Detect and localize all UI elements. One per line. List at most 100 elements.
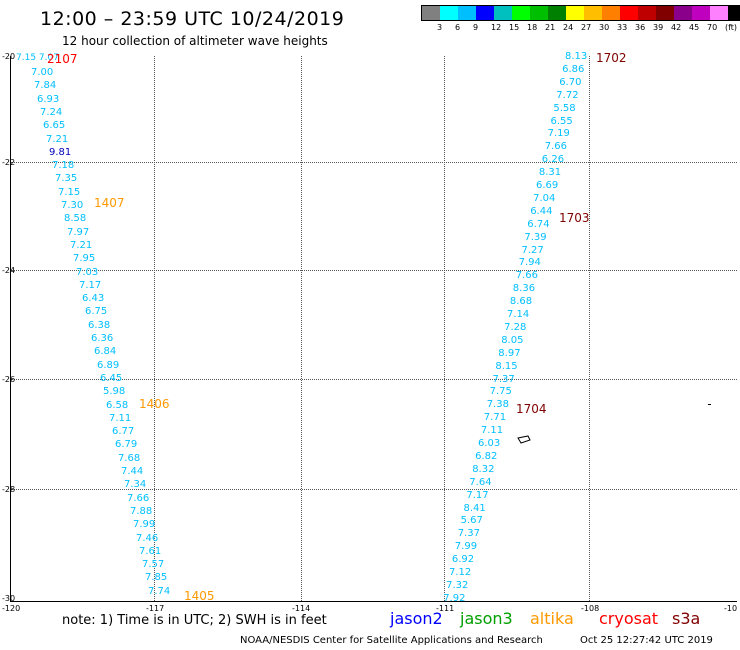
scale-tick-label: 24 xyxy=(563,23,574,32)
footer-credit: NOAA/NESDIS Center for Satellite Applica… xyxy=(240,635,543,646)
wave-height-value: 7.61 xyxy=(139,545,162,557)
scale-swatch xyxy=(638,6,656,20)
time-label-1702: 1702 xyxy=(596,51,627,65)
wave-height-value: 7.66 xyxy=(515,270,538,282)
scale-tick-label: 12 xyxy=(491,23,502,32)
scale-swatch xyxy=(566,6,584,20)
scale-tick-label: 18 xyxy=(527,23,538,32)
wave-height-value: 7.44 xyxy=(121,466,144,477)
track-fragment: 7.15 7.07 xyxy=(16,53,59,63)
wave-height-value: 8.58 xyxy=(64,213,87,225)
wave-height-value: 7.57 xyxy=(142,559,165,571)
wave-height-value: 6.03 xyxy=(478,438,501,449)
wave-height-value: 6.43 xyxy=(82,293,105,305)
wave-height-value: 8.15 xyxy=(495,360,518,372)
legend-jason2: jason2 xyxy=(390,609,443,628)
scale-swatch xyxy=(440,6,458,20)
scale-tick-label: 6 xyxy=(455,23,461,32)
scale-swatch xyxy=(674,6,692,20)
time-label-1407: 1407 xyxy=(94,196,125,210)
scale-swatch xyxy=(620,6,638,20)
footer-note: note: 1) Time is in UTC; 2) SWH is in fe… xyxy=(62,613,327,628)
lat-label: -26 xyxy=(2,375,16,384)
wave-height-value: 7.97 xyxy=(67,226,90,238)
wave-height-value: 6.38 xyxy=(88,319,111,331)
wave-height-value: 6.84 xyxy=(94,346,117,358)
wave-height-value: 5.58 xyxy=(553,102,576,114)
scale-tick-label: 70 xyxy=(707,23,718,32)
wave-height-value: 7.35 xyxy=(55,173,78,185)
wave-height-value: 7.32 xyxy=(446,579,469,591)
legend-altika: altika xyxy=(530,609,574,628)
wave-height-value: 8.97 xyxy=(498,347,521,359)
scale-tick-label: 27 xyxy=(581,23,592,32)
wave-height-value: 7.21 xyxy=(46,133,69,145)
scale-swatch xyxy=(692,6,710,20)
wave-height-value: 6.65 xyxy=(43,120,66,132)
wave-height-value: 7.66 xyxy=(544,141,567,153)
map-title: 12:00 – 23:59 UTC 10/24/2019 xyxy=(40,8,345,30)
wave-height-value: 6.58 xyxy=(106,399,129,411)
scale-tick-label: 33 xyxy=(617,23,628,32)
wave-height-value: 6.82 xyxy=(475,450,498,462)
wave-height-value: 6.75 xyxy=(85,306,108,318)
wave-height-value: 7.46 xyxy=(136,532,159,544)
scale-tick-label: 9 xyxy=(473,23,479,32)
time-label-2107: 2107 xyxy=(47,52,78,66)
wave-height-value: 7.30 xyxy=(61,200,84,211)
wave-height-value: 6.36 xyxy=(91,333,114,344)
wave-height-value: 7.14 xyxy=(507,309,530,320)
wave-height-value: 8.32 xyxy=(472,463,495,475)
wave-height-value: 5.98 xyxy=(103,386,126,398)
scale-swatch xyxy=(530,6,548,20)
wave-height-value: 7.17 xyxy=(466,489,489,501)
wave-height-value: 6.44 xyxy=(530,205,553,217)
lat-label: -20 xyxy=(2,52,16,61)
wave-height-value: 7.27 xyxy=(521,244,544,256)
scale-swatch xyxy=(458,6,476,20)
scale-tick-label: 30 xyxy=(599,23,610,32)
wave-height-value: 7.34 xyxy=(124,479,147,491)
wave-height-value: 6.69 xyxy=(536,180,559,191)
wave-height-value: 7.84 xyxy=(34,80,57,92)
lon-label: -111 xyxy=(436,604,455,613)
wave-height-value: 5.67 xyxy=(460,515,483,527)
scale-tick-label: 39 xyxy=(653,23,664,32)
time-label-1405: 1405 xyxy=(184,589,215,603)
wave-height-value: 7.12 xyxy=(449,567,472,578)
scale-swatch xyxy=(548,6,566,20)
wave-height-value: 6.93 xyxy=(37,93,60,105)
wave-height-value: 6.92 xyxy=(451,554,475,566)
wave-height-value: 7.38 xyxy=(486,399,509,411)
wave-height-value: 7.39 xyxy=(524,231,547,243)
wave-height-value: 7.85 xyxy=(145,572,168,584)
wave-height-value: 6.74 xyxy=(527,218,550,230)
wave-height-value: 7.92 xyxy=(443,592,466,604)
lon-label: -120 xyxy=(2,604,21,613)
lat-label: -28 xyxy=(2,485,16,494)
wave-height-value: 6.55 xyxy=(550,115,573,127)
time-label-1406: 1406 xyxy=(139,397,170,411)
lon-label: -117 xyxy=(146,604,165,613)
scale-swatch xyxy=(476,6,494,20)
wave-height-value: 6.89 xyxy=(97,359,120,371)
wave-height-value: 7.72 xyxy=(556,89,579,101)
wave-height-value: 6.26 xyxy=(541,154,565,166)
wave-height-value: 7.68 xyxy=(118,452,141,464)
wave-height-value: 8.36 xyxy=(512,283,536,295)
wave-height-value: 8.13 xyxy=(565,51,588,62)
scale-swatch xyxy=(584,6,602,20)
wave-height-value: 7.00 xyxy=(31,67,54,78)
scale-tick-label: 36 xyxy=(635,23,646,32)
time-label-1704: 1704 xyxy=(516,402,547,416)
legend-jason3: jason3 xyxy=(460,609,513,628)
legend-cryosat: cryosat xyxy=(599,609,659,628)
legend-s3a: s3a xyxy=(672,609,701,628)
wave-height-value: 6.45 xyxy=(100,372,123,384)
wave-height-value: 7.95 xyxy=(73,253,96,265)
wave-height-value: 6.77 xyxy=(112,426,135,438)
wave-height-value: 7.15 xyxy=(58,186,81,198)
scale-swatch xyxy=(494,6,512,20)
wave-height-value: 9.81 xyxy=(49,146,72,158)
wave-height-value: 7.11 xyxy=(480,425,504,437)
